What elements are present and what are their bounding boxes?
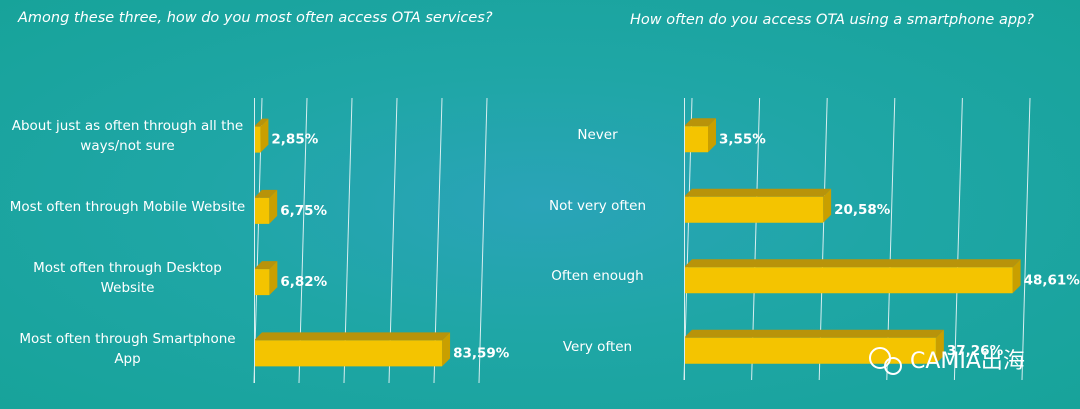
bar bbox=[684, 267, 1013, 294]
category-label: Most often through Desktop Website bbox=[33, 260, 222, 297]
category-label: Most often through Mobile Website bbox=[9, 198, 246, 215]
bar bbox=[684, 126, 708, 153]
bar-side bbox=[269, 261, 278, 296]
bar bbox=[254, 269, 270, 296]
value-label: 6,82% bbox=[280, 274, 327, 290]
watermark-icon bbox=[884, 357, 902, 375]
bar bbox=[254, 197, 270, 224]
bar-top bbox=[684, 259, 1021, 268]
chart-title: Among these three, how do you most often… bbox=[17, 10, 493, 26]
bar-top bbox=[254, 189, 278, 198]
bar-side bbox=[823, 188, 832, 223]
value-label: 2,85% bbox=[271, 132, 318, 148]
category-label: About just as often through all the ways… bbox=[11, 117, 244, 154]
value-label: 83,59% bbox=[453, 345, 510, 361]
bar-side bbox=[1012, 259, 1021, 294]
watermark-text: CAMIA出海 bbox=[910, 349, 1025, 374]
grid-line bbox=[953, 97, 963, 381]
value-label: 3,55% bbox=[719, 131, 766, 147]
value-label: 6,75% bbox=[280, 203, 327, 219]
grid-line bbox=[1021, 97, 1031, 381]
bar-top bbox=[254, 118, 269, 127]
category-label: Often enough bbox=[551, 268, 644, 285]
value-label: 20,58% bbox=[834, 202, 891, 218]
value-label: 48,61% bbox=[1024, 272, 1080, 288]
bar-top bbox=[254, 332, 451, 341]
bar-side bbox=[935, 329, 944, 364]
bar bbox=[684, 337, 936, 364]
bar-top bbox=[254, 261, 278, 270]
grid-line bbox=[478, 97, 488, 384]
category-label: Never bbox=[577, 127, 618, 144]
category-label: Not very often bbox=[549, 197, 646, 214]
bar-side bbox=[707, 118, 716, 153]
bar-side bbox=[442, 332, 451, 367]
bar bbox=[254, 126, 261, 153]
bar-side bbox=[260, 118, 269, 153]
bar-top bbox=[684, 188, 832, 197]
bar bbox=[684, 196, 824, 223]
watermark: CAMIA出海 bbox=[869, 347, 1025, 375]
value-label: 37,26% bbox=[947, 343, 1004, 359]
category-label: Most often through Smartphone App bbox=[19, 331, 236, 368]
bar-top bbox=[684, 329, 944, 338]
chart-title: How often do you access OTA using a smar… bbox=[630, 12, 1034, 28]
category-label: Very often bbox=[562, 338, 633, 355]
bar-top bbox=[684, 118, 716, 127]
bar-side bbox=[269, 189, 278, 224]
bar bbox=[254, 340, 443, 367]
